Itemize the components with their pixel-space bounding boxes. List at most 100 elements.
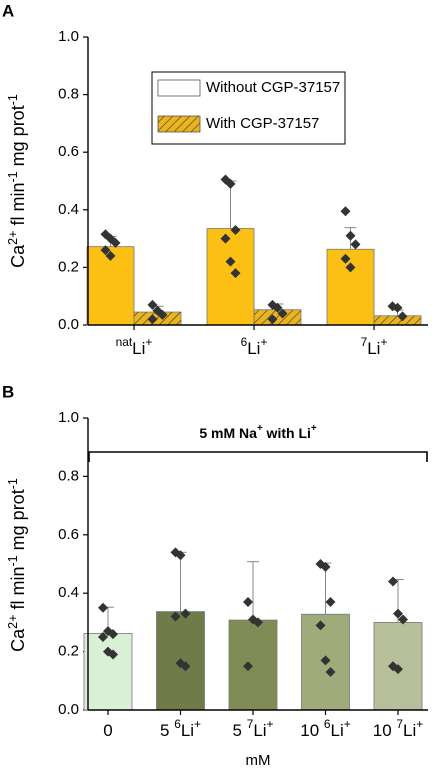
data-point	[175, 550, 186, 561]
data-point	[340, 253, 351, 264]
data-point	[225, 178, 236, 189]
y-tick-label: 0.8	[58, 467, 79, 484]
x-tick-label-part: 5	[160, 721, 174, 740]
data-point	[320, 655, 331, 666]
bar	[206, 228, 255, 326]
x-tick-label-part: +	[380, 335, 387, 349]
data-point	[98, 632, 108, 642]
x-tick-label-part: 10	[373, 721, 397, 740]
bar	[326, 248, 375, 326]
data-point	[170, 611, 181, 622]
bar	[228, 619, 278, 711]
data-point	[320, 561, 331, 572]
x-tick-label-part: 5	[233, 721, 247, 740]
data-point	[392, 302, 403, 313]
legend-label: With CGP-37157	[206, 115, 319, 132]
data-point	[388, 576, 398, 587]
data-point	[393, 664, 403, 675]
data-point	[110, 237, 121, 248]
y-axis-label: Ca2+ fl min-1 mg prot-1	[6, 94, 28, 268]
x-tick-label-part: 7	[247, 717, 254, 731]
data-point	[147, 314, 158, 325]
x-tick-label-part: 6	[174, 717, 181, 731]
y-axis-label-part: fl min	[8, 183, 28, 231]
data-point	[340, 206, 351, 217]
x-tick-label-part: Li	[247, 339, 260, 358]
x-tick-label-part: 10	[300, 721, 324, 740]
data-point	[325, 667, 336, 678]
x-tick-label: 0	[103, 721, 112, 740]
x-tick-label-part: +	[145, 335, 152, 349]
data-point	[243, 661, 253, 672]
annotation-part: 5 mM Na	[199, 425, 257, 441]
y-axis-label-part: Ca	[8, 244, 28, 268]
data-point	[108, 649, 118, 660]
data-point	[230, 224, 241, 235]
annotation-part: +	[311, 423, 317, 434]
y-axis-label-part: 2+	[6, 615, 20, 629]
data-point	[272, 302, 283, 313]
x-tick-label-part: +	[416, 717, 423, 731]
y-axis-label-part: mg prot	[8, 105, 28, 171]
data-point	[180, 661, 191, 672]
y-axis-label-part: -1	[6, 171, 20, 182]
legend-swatch	[157, 79, 201, 97]
x-tick-label: 5 6Li+	[160, 717, 201, 740]
y-tick-label: 1.0	[58, 28, 79, 45]
x-tick-label-part: +	[344, 717, 351, 731]
bar-hatch	[374, 315, 421, 325]
x-tick-label-part: +	[267, 717, 274, 731]
x-axis-label: mM	[246, 752, 271, 769]
x-tick-label: 7Li+	[361, 335, 388, 358]
y-axis-label-part: mg prot	[8, 489, 28, 555]
annotation: 5 mM Na+ with Li+	[199, 423, 317, 441]
x-tick-label-part: 6	[324, 717, 331, 731]
legend-label: Without CGP-37157	[206, 79, 340, 96]
legend-swatch-hatch	[158, 116, 200, 132]
x-tick-label-part: Li	[367, 339, 380, 358]
data-point	[220, 233, 231, 244]
annotation-part: +	[257, 423, 263, 434]
data-point	[180, 608, 191, 619]
x-tick-label-part: Li	[331, 721, 344, 740]
x-tick-label-part: Li	[181, 721, 194, 740]
x-tick-label-part: +	[194, 717, 201, 731]
data-point	[230, 268, 241, 279]
data-point	[108, 629, 118, 640]
y-axis-label-part: 2+	[6, 231, 20, 245]
data-point	[267, 314, 278, 325]
y-tick-label: 0.8	[58, 86, 79, 103]
x-tick-label-part: 7	[396, 717, 403, 731]
panel-label: B	[2, 382, 14, 401]
data-point	[325, 596, 336, 607]
y-tick-label: 0.6	[58, 526, 79, 543]
y-tick-label: 0.2	[58, 643, 79, 660]
x-tick-label: 10 7Li+	[373, 717, 424, 740]
annotation-part: with Li	[263, 425, 311, 441]
y-tick-label: 0.0	[58, 316, 79, 333]
x-tick-label-part: Li	[403, 721, 416, 740]
y-axis-label: Ca2+ fl min-1 mg prot-1	[6, 478, 28, 652]
data-point	[393, 608, 403, 619]
y-axis-label-part: Ca	[8, 628, 28, 652]
x-tick-label-part: 6	[241, 335, 248, 349]
data-point	[397, 311, 408, 322]
data-point	[253, 617, 263, 628]
x-tick-label: 10 6Li+	[300, 717, 351, 740]
data-point	[157, 309, 168, 320]
bar-hatch	[134, 312, 181, 325]
data-point	[105, 250, 116, 261]
y-axis-label-part: -1	[6, 478, 20, 489]
bracket	[88, 451, 428, 462]
data-point	[345, 262, 356, 273]
data-point	[315, 620, 326, 631]
y-axis-label-part: -1	[6, 94, 20, 105]
x-tick-label-part: 0	[103, 721, 112, 740]
panel-label: A	[2, 1, 14, 20]
data-point	[398, 614, 408, 625]
y-axis-label-part: fl min	[8, 567, 28, 615]
y-tick-label: 1.0	[58, 409, 79, 426]
data-point	[243, 596, 253, 607]
x-tick-label: 5 7Li+	[233, 717, 274, 740]
